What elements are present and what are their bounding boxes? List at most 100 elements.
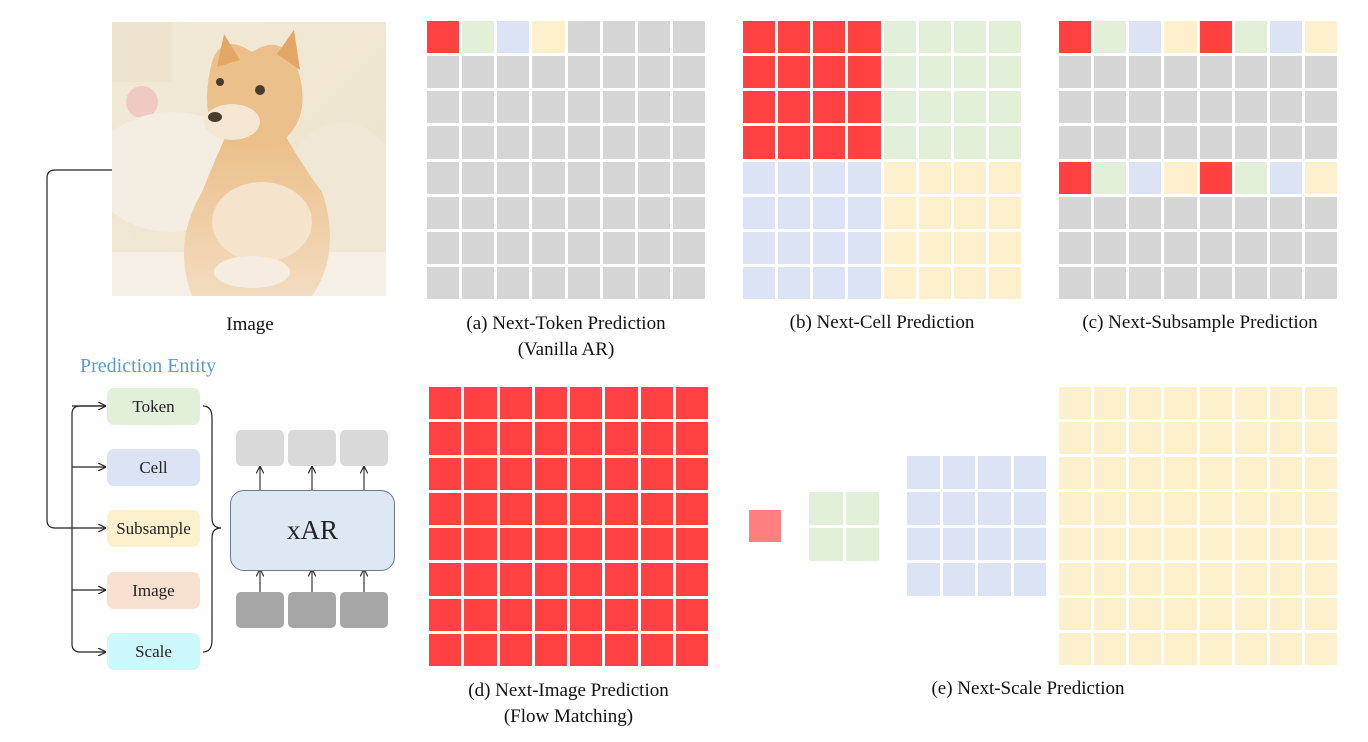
image-cell (464, 528, 497, 561)
scale-cell (1269, 457, 1302, 490)
image-cell (429, 387, 462, 420)
image-cell (640, 387, 673, 420)
cell-block (988, 161, 1021, 194)
scale-2x2-grid (809, 492, 879, 561)
image-cell (464, 492, 497, 525)
image-cell (534, 387, 567, 420)
scale-cell (1304, 387, 1337, 420)
cell-block (743, 91, 776, 124)
token-cell (672, 196, 705, 229)
scale-cell (1094, 492, 1127, 525)
token-cell (427, 161, 460, 194)
cell-block (883, 266, 916, 299)
subsample-cell (1304, 231, 1337, 264)
cell-block (883, 126, 916, 159)
token-cell (462, 231, 495, 264)
scale-cell (1199, 527, 1232, 560)
cell-block (918, 266, 951, 299)
cell-block (813, 231, 846, 264)
subsample-cell (1129, 231, 1162, 264)
token-cell (427, 21, 460, 54)
scale-cell (942, 527, 975, 561)
token-cell (462, 21, 495, 54)
image-cell (570, 598, 603, 631)
output-token (340, 430, 388, 466)
cell-block (953, 196, 986, 229)
token-cell (637, 161, 670, 194)
token-cell (672, 231, 705, 264)
scale-cell (1059, 492, 1092, 525)
subsample-cell (1059, 56, 1092, 89)
image-cell (605, 457, 638, 490)
subsample-cell (1164, 196, 1197, 229)
image-cell (640, 457, 673, 490)
scale-cell (1234, 422, 1267, 455)
cell-block (743, 161, 776, 194)
token-cell (567, 196, 600, 229)
subsample-cell (1129, 161, 1162, 194)
token-cell (532, 161, 565, 194)
image-cell (534, 457, 567, 490)
subsample-cell (1094, 91, 1127, 124)
image-cell (534, 422, 567, 455)
scale-cell (1164, 527, 1197, 560)
subsample-cell (1199, 231, 1232, 264)
entity-cell: Cell (107, 449, 200, 486)
subsample-cell (1234, 56, 1267, 89)
cell-block (743, 126, 776, 159)
token-cell (497, 56, 530, 89)
image-cell (605, 387, 638, 420)
cell-block (813, 21, 846, 54)
cell-block (848, 126, 881, 159)
image-cell (675, 457, 708, 490)
subsample-cell (1164, 56, 1197, 89)
subsample-cell (1094, 21, 1127, 54)
image-cell (640, 633, 673, 666)
cell-block (988, 91, 1021, 124)
cell-block (918, 91, 951, 124)
scale-cell (1234, 527, 1267, 560)
scale-cell (1013, 563, 1046, 596)
token-cell (672, 91, 705, 124)
image-cell (499, 422, 532, 455)
cell-block (743, 231, 776, 264)
scale-cell (1129, 422, 1162, 455)
subsample-cell (1129, 196, 1162, 229)
cell-block (778, 161, 811, 194)
subsample-cell (1304, 91, 1337, 124)
subsample-cell (1269, 56, 1302, 89)
cell-block (813, 266, 846, 299)
cell-block (848, 161, 881, 194)
scale-cell (942, 491, 975, 525)
subsample-cell (1269, 126, 1302, 159)
token-cell (567, 126, 600, 159)
token-cell (602, 126, 635, 159)
subsample-cell (1059, 21, 1092, 54)
scale-cell (1013, 527, 1046, 561)
cell-block (918, 21, 951, 54)
token-cell (462, 196, 495, 229)
image-cell (570, 492, 603, 525)
image-cell (640, 528, 673, 561)
cell-block (918, 231, 951, 264)
caption-e: (e) Next-Scale Prediction (931, 678, 1125, 699)
scale-cell (1059, 562, 1092, 595)
image-cell (605, 633, 638, 666)
image-cell (464, 387, 497, 420)
scale-cell (1129, 387, 1162, 420)
scale-cell (1059, 387, 1092, 420)
subsample-cell (1094, 196, 1127, 229)
scale-cell (1094, 632, 1127, 665)
image-cell (464, 633, 497, 666)
next-cell-grid (743, 21, 1021, 299)
subsample-cell (1059, 266, 1092, 299)
scale-cell (1094, 422, 1127, 455)
image-cell (605, 422, 638, 455)
image-cell (464, 457, 497, 490)
cell-block (988, 196, 1021, 229)
scale-cell (1059, 597, 1092, 630)
cell-block (813, 56, 846, 89)
cell-block (848, 21, 881, 54)
input-token (236, 592, 284, 628)
token-cell (532, 21, 565, 54)
